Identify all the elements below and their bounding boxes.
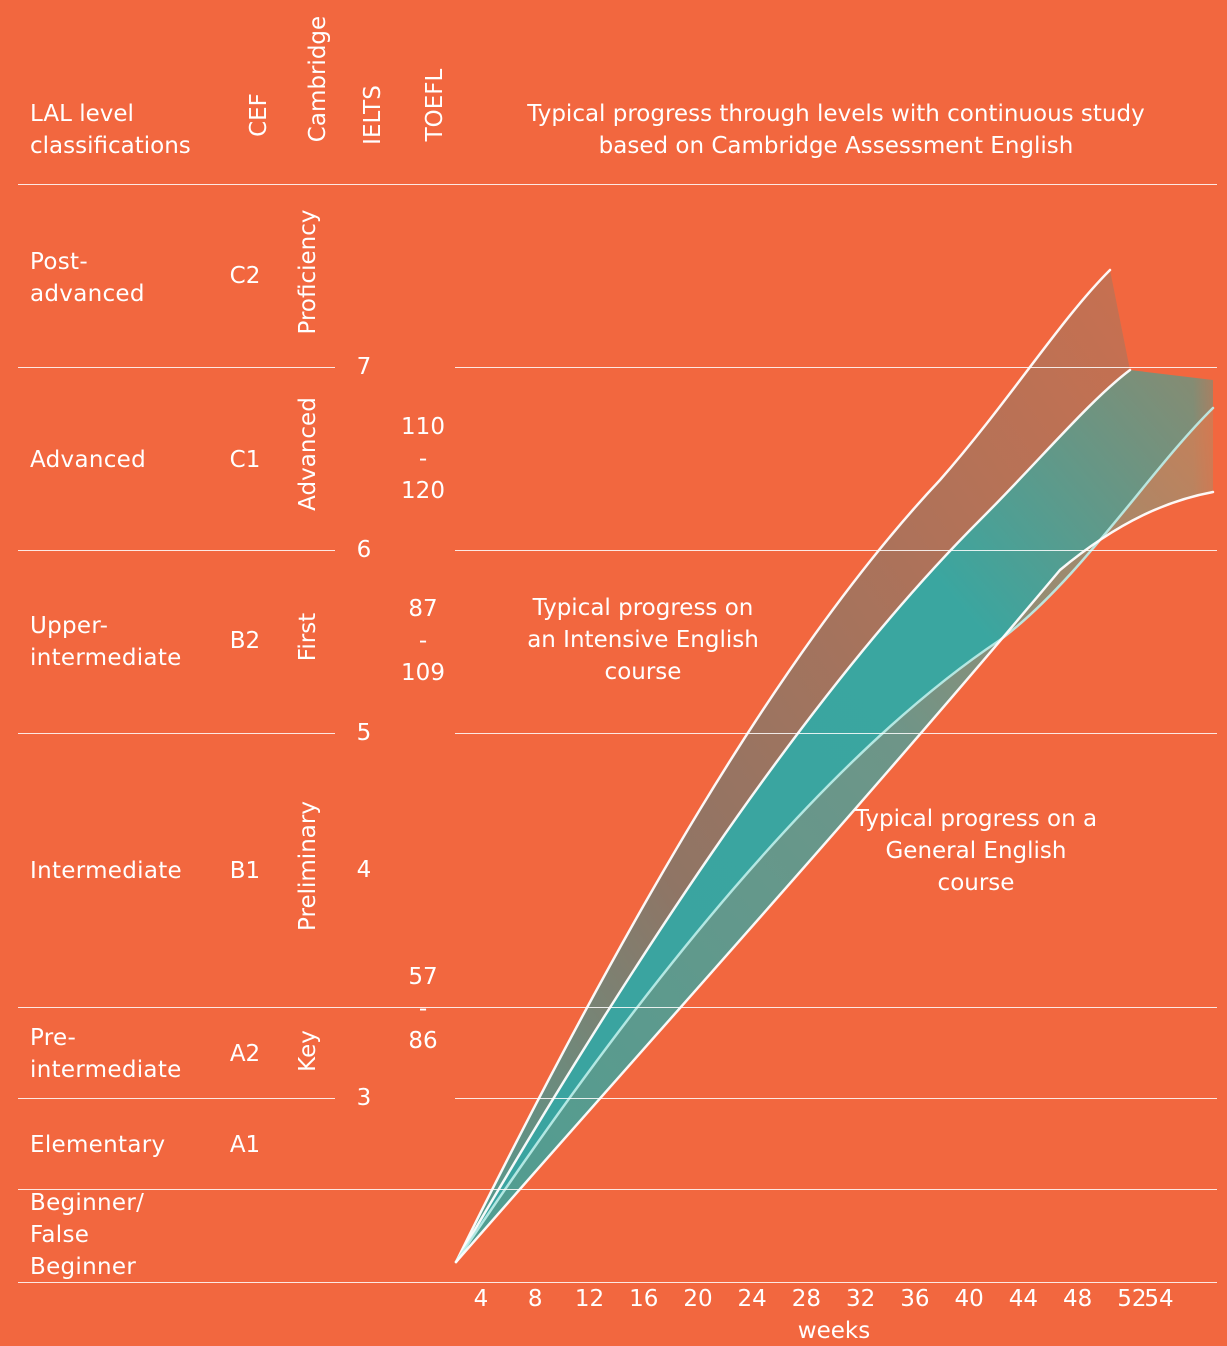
ielts-4: 4 (356, 857, 372, 883)
level-advanced: Advanced (30, 447, 147, 473)
general-course-annotation: Typical progress on a General English co… (854, 806, 1098, 896)
header-divider (18, 184, 1217, 185)
toefl-a2-bottom: 86 (408, 1028, 438, 1054)
x-axis-label: weeks (797, 1318, 871, 1344)
cef-a1: A1 (229, 1132, 261, 1158)
toefl-header: TOEFL (422, 68, 448, 142)
x-tick-28: 28 (792, 1286, 821, 1312)
cef-b1: B1 (229, 858, 261, 884)
cambridge-first: First (295, 612, 321, 662)
bottom-axis-line (18, 1282, 1217, 1283)
general-upper-line (454, 406, 1215, 1264)
ielts-header: IELTS (360, 85, 386, 145)
cambridge-header: Cambridge (305, 15, 331, 143)
cambridge-proficiency: Proficiency (295, 209, 321, 335)
x-tick-52: 52 (1117, 1286, 1146, 1312)
general-lower-line (454, 490, 1215, 1264)
intensive-band (456, 270, 1130, 1262)
cambridge-advanced: Advanced (295, 397, 321, 511)
divider-a1-beginner (18, 1189, 1217, 1190)
intensive-lower-line (454, 368, 1132, 1264)
ielts-7: 7 (356, 354, 372, 380)
cef-c2: C2 (229, 263, 261, 289)
divider-c2-c1-right (455, 367, 1217, 368)
ielts-3: 3 (356, 1085, 372, 1111)
x-tick-54: 54 (1144, 1286, 1173, 1312)
toefl-b2-top: 87 (408, 596, 438, 622)
cambridge-preliminary: Preliminary (295, 801, 321, 931)
x-tick-36: 36 (900, 1286, 929, 1312)
lal-header: LAL level classifications (30, 101, 191, 159)
x-tick-44: 44 (1009, 1286, 1038, 1312)
level-intermediate: Intermediate (30, 858, 182, 884)
ielts-6: 6 (356, 537, 372, 563)
level-upper-intermediate: Upper-intermediate (30, 613, 182, 671)
divider-a2-a1-right (455, 1098, 1217, 1099)
cef-a2: A2 (229, 1041, 261, 1067)
band-fade (1000, 250, 1227, 550)
toefl-c1-dash: - (418, 446, 428, 472)
x-tick-16: 16 (629, 1286, 658, 1312)
cef-c1: C1 (229, 447, 261, 473)
divider-b1-a2 (18, 1007, 1217, 1008)
cef-b2: B2 (229, 628, 261, 654)
divider-c2-c1-left (18, 367, 335, 368)
toefl-c1-bottom: 120 (401, 478, 445, 504)
cef-header: CEF (246, 93, 272, 137)
toefl-a2-top: 57 (408, 964, 438, 990)
x-tick-20: 20 (683, 1286, 712, 1312)
ielts-5: 5 (356, 720, 372, 746)
toefl-b2-dash: - (418, 628, 428, 654)
overlap-band (456, 370, 1213, 1262)
level-post-advanced: Post-advanced (30, 249, 145, 307)
divider-c1-b2-left (18, 550, 335, 551)
level-pre-intermediate: Pre-intermediate (30, 1025, 182, 1083)
divider-c1-b2-right (455, 550, 1217, 551)
x-tick-40: 40 (955, 1286, 984, 1312)
intensive-upper-line (454, 268, 1112, 1264)
divider-a2-a1-left (18, 1098, 335, 1099)
x-tick-8: 8 (528, 1286, 543, 1312)
level-beginner: Beginner/ False Beginner (30, 1190, 145, 1280)
cambridge-key: Key (295, 1030, 321, 1072)
toefl-b2-bottom: 109 (401, 660, 445, 686)
divider-b2-b1-right (455, 733, 1217, 734)
chart-title-line2: based on Cambridge Assessment English (598, 133, 1074, 159)
toefl-c1-top: 110 (401, 414, 445, 440)
x-tick-48: 48 (1063, 1286, 1092, 1312)
chart-title-line1: Typical progress through levels with con… (527, 101, 1145, 127)
x-tick-12: 12 (575, 1286, 604, 1312)
x-tick-4: 4 (474, 1286, 489, 1312)
intensive-course-annotation: Typical progress on an Intensive English… (527, 595, 759, 685)
divider-b2-b1-left (18, 733, 335, 734)
x-tick-24: 24 (738, 1286, 767, 1312)
x-tick-32: 32 (846, 1286, 875, 1312)
toefl-a2-dash: - (418, 996, 428, 1022)
level-elementary: Elementary (30, 1132, 166, 1158)
